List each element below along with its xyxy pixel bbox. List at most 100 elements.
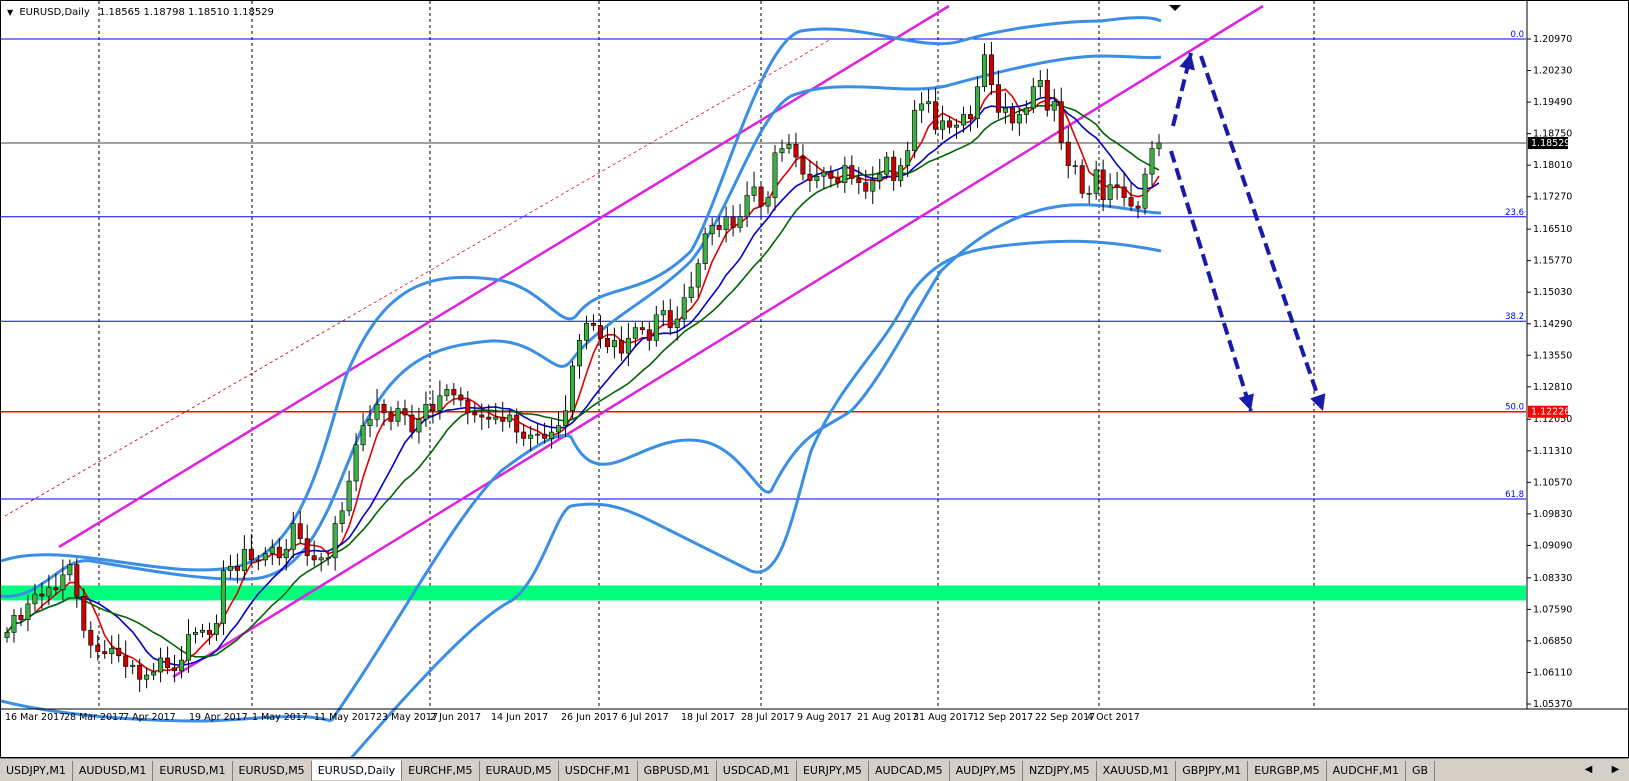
date-tick-label: 23 May 2017 xyxy=(376,712,438,723)
chart-tab-gbpjpy-m1[interactable]: GBPJPY,M1 xyxy=(1176,761,1249,781)
dropdown-triangle-icon[interactable]: ▼ xyxy=(7,8,14,17)
chart-tab-eurjpy-m5[interactable]: EURJPY,M5 xyxy=(797,761,869,781)
chart-window[interactable]: 0.0 23.6 38.2 50.0 61.8 1.20970 1.20230 1.1949… xyxy=(0,0,1629,758)
candle-body xyxy=(800,156,806,175)
date-tick-label: 11 May 2017 xyxy=(314,712,376,723)
candle-body xyxy=(137,664,143,680)
candle xyxy=(1072,160,1078,175)
candle xyxy=(311,540,317,567)
candle-body xyxy=(849,165,855,179)
chart-tab-euraud-m5[interactable]: EURAUD,M5 xyxy=(480,761,559,781)
chart-tab-eurchf-m5[interactable]: EURCHF,M5 xyxy=(402,761,480,781)
candle-body xyxy=(884,156,890,175)
candle-body xyxy=(158,657,164,673)
chart-tab-eurusd-m5[interactable]: EURUSD,M5 xyxy=(233,761,312,781)
candle xyxy=(74,558,80,608)
candle xyxy=(988,41,994,95)
chart-tab-audjpy-m5[interactable]: AUDJPY,M5 xyxy=(950,761,1024,781)
scroll-right-icon[interactable]: ▶ xyxy=(1611,764,1620,775)
chart-tab-audchf-m1[interactable]: AUDCHF,M1 xyxy=(1327,761,1406,781)
candle-body xyxy=(123,655,129,667)
chart-tab-usdchf-m1[interactable]: USDCHF,M1 xyxy=(559,761,638,781)
ma-fast-line xyxy=(6,88,1160,673)
candle xyxy=(451,383,457,406)
arrow-shaft xyxy=(1199,55,1325,412)
price-tick-label: 1.08330 xyxy=(1533,573,1572,584)
candle xyxy=(793,132,799,168)
candle xyxy=(53,573,59,595)
chart-tab-nzdjpy-m5[interactable]: NZDJPY,M5 xyxy=(1023,761,1097,781)
channel-dotted-line xyxy=(4,38,832,517)
candle xyxy=(521,424,527,447)
candle-body xyxy=(360,425,366,446)
channel-upper-line xyxy=(58,4,950,549)
candle-body xyxy=(1072,165,1078,167)
candle-body xyxy=(954,124,960,128)
candle-body xyxy=(653,314,659,341)
price-tick-label: 1.17270 xyxy=(1533,192,1572,203)
candle-body xyxy=(597,325,603,339)
candle-body xyxy=(1051,101,1057,111)
candles xyxy=(4,41,1162,693)
chart-tab-gb[interactable]: GB xyxy=(1406,761,1436,781)
candle-body xyxy=(1156,142,1162,149)
candle xyxy=(549,419,555,449)
candle xyxy=(276,538,282,566)
candle-body xyxy=(46,587,52,597)
candle-body xyxy=(283,548,289,559)
candle-body xyxy=(1142,173,1148,209)
current-price-box xyxy=(1528,137,1568,150)
candle xyxy=(660,300,666,327)
candlestick-chart[interactable]: 0.0 23.6 38.2 50.0 61.8 1.20970 1.20230 1.1949… xyxy=(1,1,1628,757)
candle xyxy=(814,160,820,189)
candle xyxy=(25,594,31,632)
chart-tab-xauusd-m1[interactable]: XAUUSD,M1 xyxy=(1097,761,1177,781)
price-tick-label: 1.07590 xyxy=(1533,604,1572,615)
price-tick-label: 1.15030 xyxy=(1533,287,1572,298)
chart-shift-icon[interactable] xyxy=(1169,5,1181,11)
candle-body xyxy=(1030,86,1036,109)
candle xyxy=(388,406,394,431)
candle-body xyxy=(39,593,45,597)
candle xyxy=(1114,172,1120,200)
candle-body xyxy=(737,216,743,228)
candle xyxy=(940,105,946,140)
candle-body xyxy=(1002,107,1008,113)
chart-tab-eurusd-daily[interactable]: EURUSD,Daily xyxy=(311,760,403,780)
chart-tab-usdcad-m1[interactable]: USDCAD,M1 xyxy=(717,761,797,781)
candle xyxy=(583,315,589,350)
candle xyxy=(283,539,289,571)
date-tick-label: 28 Mar 2017 xyxy=(64,712,124,723)
candle-body xyxy=(402,408,408,416)
chart-tab-eurgbp-m5[interactable]: EURGBP,M5 xyxy=(1248,761,1327,781)
vertical-grid xyxy=(98,1,1315,709)
candle xyxy=(590,314,596,331)
scroll-left-icon[interactable]: ◀ xyxy=(1584,764,1593,775)
chart-tab-audcad-m5[interactable]: AUDCAD,M5 xyxy=(869,761,950,781)
candle xyxy=(514,408,520,444)
candle-body xyxy=(297,523,303,539)
chart-tab-usdjpy-m1[interactable]: USDJPY,M1 xyxy=(0,761,73,781)
candle xyxy=(1149,140,1155,186)
candle xyxy=(1156,134,1162,157)
candle xyxy=(88,621,94,658)
chart-tab-audusd-m1[interactable]: AUDUSD,M1 xyxy=(73,761,154,781)
candle-body xyxy=(381,404,387,414)
candle xyxy=(1093,160,1099,200)
candle xyxy=(130,660,136,675)
ohlc-values: 1.18565 1.18798 1.18510 1.18529 xyxy=(98,7,274,18)
candle-body xyxy=(1058,101,1064,143)
candle xyxy=(842,156,848,193)
candle xyxy=(779,139,785,162)
candle-body xyxy=(255,559,261,562)
date-tick-label: 12 Sep 2017 xyxy=(973,712,1033,723)
candle xyxy=(604,326,610,354)
candle xyxy=(974,76,980,128)
candle-body xyxy=(109,647,115,654)
arrow-up-target xyxy=(1171,52,1195,127)
candle-body xyxy=(423,404,429,420)
candle xyxy=(563,395,569,438)
chart-tab-eurusd-m1[interactable]: EURUSD,M1 xyxy=(153,761,233,781)
chart-tab-gbpusd-m1[interactable]: GBPUSD,M1 xyxy=(638,761,717,781)
candle xyxy=(1121,172,1127,207)
